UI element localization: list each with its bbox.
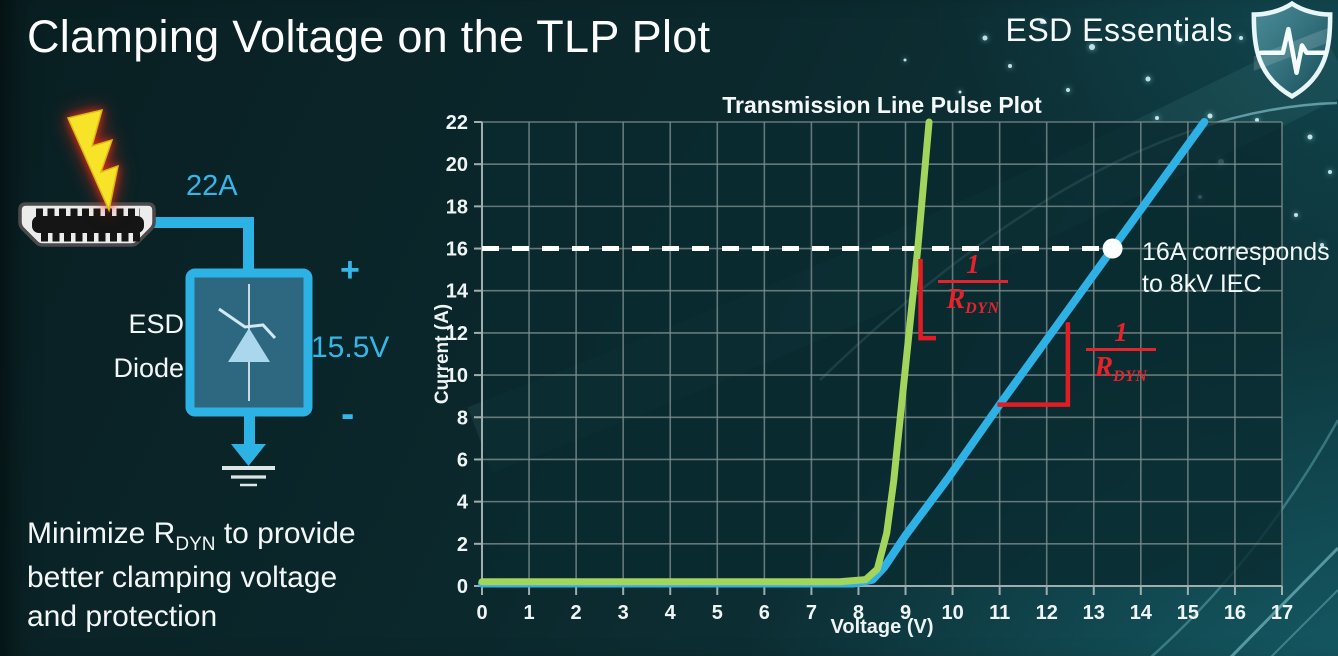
y-tick-label: 4 bbox=[457, 492, 469, 514]
x-tick-label: 7 bbox=[806, 602, 817, 624]
x-tick-label: 10 bbox=[941, 602, 963, 624]
y-tick-label: 8 bbox=[457, 407, 468, 429]
fraction-numerator: 1 bbox=[1114, 317, 1128, 347]
y-tick-label: 18 bbox=[446, 196, 468, 218]
x-tick-label: 9 bbox=[900, 602, 911, 624]
x-tick-label: 5 bbox=[712, 602, 723, 624]
note-line-2: better clamping voltage bbox=[27, 560, 338, 594]
rdyn-fraction-green: 1 RDYN bbox=[934, 250, 1012, 319]
x-tick-label: 16 bbox=[1224, 602, 1246, 624]
esd-circuit-diagram bbox=[18, 108, 313, 487]
esd-shield-logo bbox=[1251, 0, 1333, 99]
note-line-3: and protection bbox=[27, 599, 218, 633]
fraction-denominator: RDYN bbox=[1094, 352, 1148, 386]
circuit-wire bbox=[150, 217, 255, 446]
surge-current-label: 22A bbox=[186, 170, 238, 202]
note-line-1: Minimize RDYN to provide bbox=[27, 517, 356, 555]
corner-streak-2 bbox=[1270, 589, 1338, 656]
esd-diode-label: ESD Diode bbox=[113, 309, 184, 383]
tlp-chart-canvas: 0 1 2 3 4 5 6 7 8 9 10 11 12 13 14 15 16 1702468101214161… bbox=[446, 112, 1293, 624]
y-tick-label: 2 bbox=[457, 534, 468, 556]
marker-dot-16A bbox=[1102, 238, 1123, 259]
y-tick-label: 16 bbox=[446, 239, 468, 261]
x-tick-label: 4 bbox=[665, 602, 677, 624]
x-tick-label: 0 bbox=[476, 602, 487, 624]
fraction-denominator: RDYN bbox=[946, 284, 1000, 318]
rdyn-fraction-blue: 1 RDYN bbox=[1082, 318, 1160, 387]
fraction-bar bbox=[938, 280, 1008, 284]
pulse-waveform-icon bbox=[1258, 26, 1327, 75]
y-tick-label: 6 bbox=[457, 449, 468, 471]
tlp-chart: 0 1 2 3 4 5 6 7 8 9 10 11 12 13 14 15 16 17 0 2 4 6 8 10 12 14 16 1… bbox=[420, 85, 1338, 656]
y-tick-label: 0 bbox=[457, 576, 468, 598]
fraction-bar bbox=[1086, 348, 1156, 352]
x-tick-label: 13 bbox=[1083, 602, 1105, 624]
clamp-voltage-label: 15.5V bbox=[311, 331, 390, 364]
brand-title: ESD Essentials bbox=[1005, 12, 1233, 48]
rdyn-subscript: DYN bbox=[175, 534, 216, 555]
slope-bracket bbox=[918, 258, 937, 341]
x-tick-label: 11 bbox=[989, 602, 1010, 624]
ground-symbol-icon bbox=[222, 466, 275, 487]
down-arrow-icon bbox=[231, 444, 266, 466]
fraction-numerator: 1 bbox=[966, 249, 980, 279]
x-tick-label: 8 bbox=[853, 602, 864, 624]
x-tick-label: 15 bbox=[1177, 602, 1199, 624]
y-tick-label: 22 bbox=[446, 112, 468, 134]
takeaway-note: Minimize RDYN to provide better clamping… bbox=[27, 514, 447, 636]
curve-green-curve-low-rdyn bbox=[478, 118, 933, 586]
y-tick-label: 20 bbox=[446, 154, 468, 176]
slope-bracket bbox=[997, 322, 1071, 407]
x-tick-label: 14 bbox=[1130, 602, 1153, 624]
minus-polarity-label: - bbox=[341, 392, 355, 436]
x-tick-label: 2 bbox=[571, 602, 582, 624]
page-title: Clamping Voltage on the TLP Plot bbox=[27, 11, 711, 62]
zener-diode-symbol-icon bbox=[218, 284, 277, 401]
chart-title: Transmission Line Pulse Plot bbox=[722, 92, 1042, 118]
y-tick-label: 12 bbox=[446, 323, 468, 345]
x-axis-title: Voltage (V) bbox=[830, 616, 934, 638]
marker-annotation: 16A corresponds to 8kV IEC bbox=[1142, 238, 1330, 298]
lightning-bolt-icon bbox=[66, 108, 120, 213]
x-tick-label: 6 bbox=[759, 602, 770, 624]
plus-polarity-label: + bbox=[340, 251, 360, 289]
x-tick-label: 12 bbox=[1036, 602, 1058, 624]
x-tick-label: 3 bbox=[618, 602, 629, 624]
corner-streak bbox=[1229, 546, 1338, 656]
y-axis-title: Current (A) bbox=[432, 303, 453, 405]
y-tick-label: 10 bbox=[446, 365, 468, 387]
hdmi-connector-icon bbox=[18, 202, 156, 247]
x-tick-label: 17 bbox=[1271, 602, 1293, 624]
y-tick-label: 14 bbox=[446, 281, 469, 303]
plot-area bbox=[482, 122, 1282, 586]
x-tick-label: 1 bbox=[523, 602, 534, 624]
